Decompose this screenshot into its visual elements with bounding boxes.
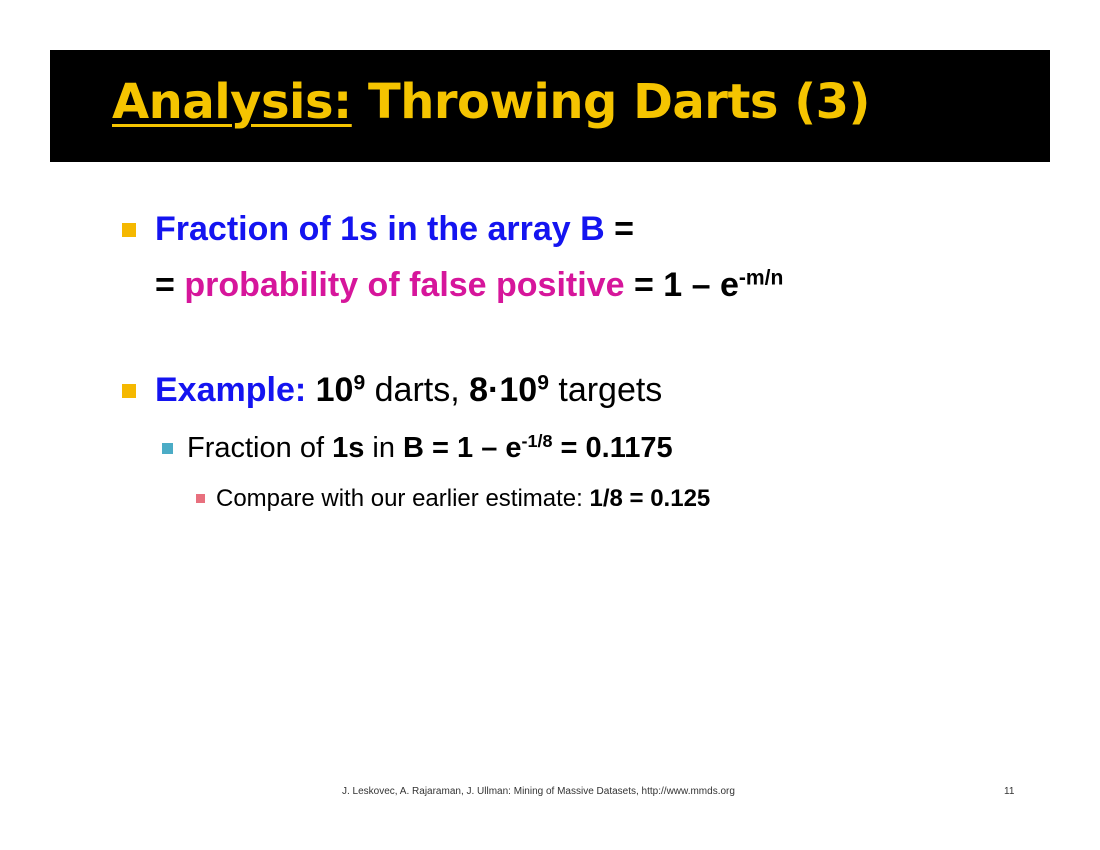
- title-rest: Throwing Darts (3): [351, 74, 871, 130]
- compare-text: Compare with our earlier estimate:: [216, 485, 590, 512]
- line2-start: =: [155, 266, 185, 304]
- sub1-result: = 0.1175: [552, 432, 673, 464]
- target-count: 8·10: [469, 371, 538, 409]
- slide-number: 11: [1004, 786, 1015, 797]
- title-bar: Analysis: Throwing Darts (3): [50, 50, 1050, 162]
- dart-count: 10: [306, 371, 354, 409]
- dart-exponent: 9: [353, 371, 366, 395]
- bullet-square-icon: [122, 223, 136, 237]
- fraction-label: Fraction of 1s in the array B: [155, 210, 605, 248]
- sub-sub-bullet-compare: Compare with our earlier estimate: 1/8 =…: [216, 485, 710, 513]
- false-positive-label: probability of false positive: [184, 266, 625, 304]
- sub1-text1: Fraction of: [187, 432, 333, 464]
- sub1-in: in: [364, 432, 404, 464]
- example-label: Example:: [155, 371, 307, 409]
- fraction-equals: =: [604, 210, 634, 248]
- compare-value: 1/8 = 0.125: [589, 485, 711, 512]
- target-exponent: 9: [537, 371, 549, 395]
- sub-sub-bullet-square-icon: [196, 494, 205, 503]
- sub1-exponent: -1/8: [521, 431, 553, 452]
- bullet-fraction-line1: Fraction of 1s in the array B =: [155, 210, 634, 249]
- title-prefix: Analysis:: [112, 74, 352, 130]
- sub-bullet-square-icon: [162, 443, 173, 454]
- sub-bullet-fraction: Fraction of 1s in B = 1 – e-1/8 = 0.1175: [187, 432, 673, 465]
- bullet-square-icon: [122, 384, 136, 398]
- darts-text: darts,: [365, 371, 470, 409]
- slide-title: Analysis: Throwing Darts (3): [112, 74, 870, 130]
- sub1-ones: 1s: [332, 432, 365, 464]
- formula-exponent: -m/n: [738, 266, 784, 290]
- formula-base: = 1 – e: [624, 266, 739, 304]
- sub1-formula: B = 1 – e: [403, 432, 522, 464]
- targets-text: targets: [548, 371, 663, 409]
- bullet-example: Example: 109 darts, 8·109 targets: [155, 371, 662, 410]
- footer-citation: J. Leskovec, A. Rajaraman, J. Ullman: Mi…: [342, 786, 735, 797]
- bullet-fraction-line2: = probability of false positive = 1 – e-…: [155, 266, 783, 305]
